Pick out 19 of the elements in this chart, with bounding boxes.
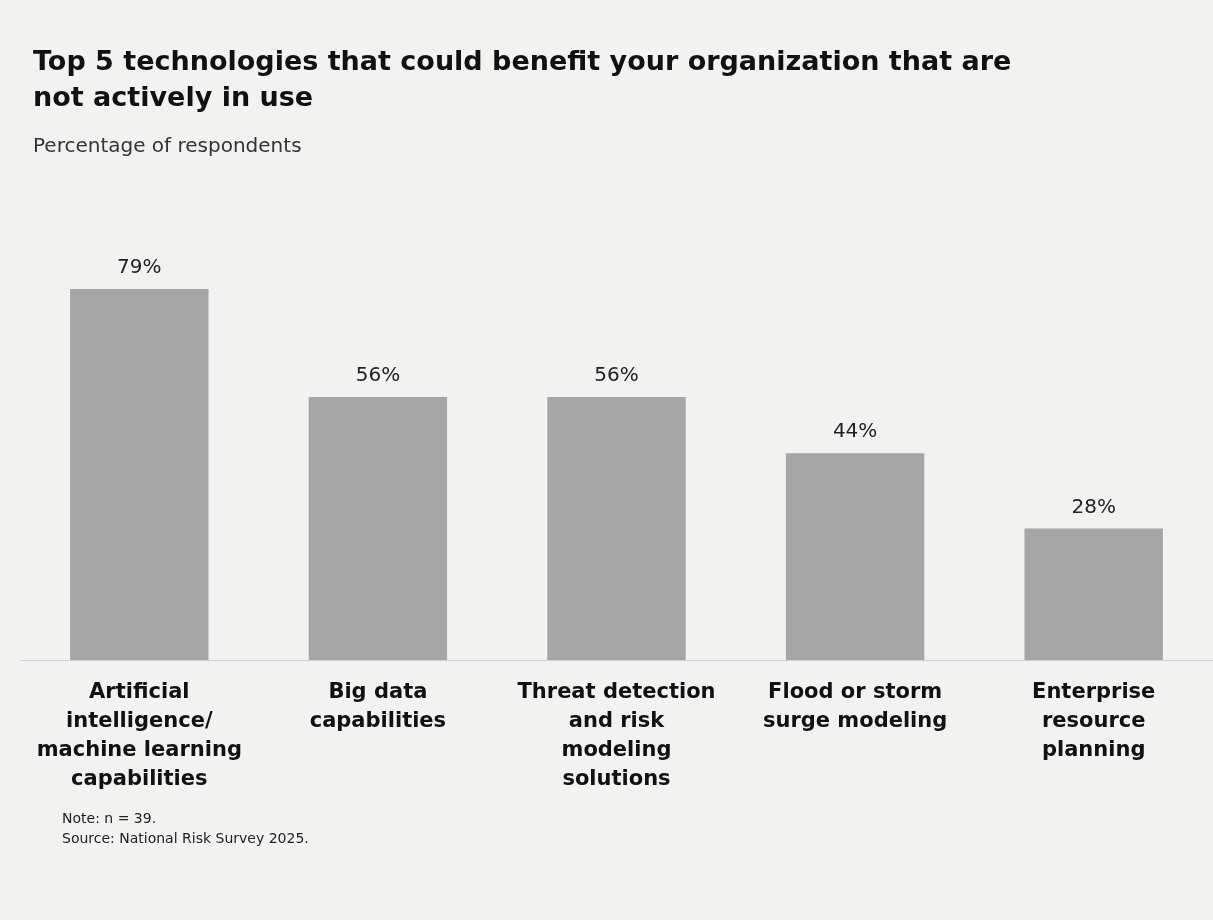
data-label: 44%: [832, 418, 878, 443]
bar: [547, 397, 686, 660]
bar: [70, 289, 209, 660]
bar: [308, 397, 448, 660]
data-label: 56%: [594, 362, 639, 387]
bar: [1024, 528, 1163, 660]
text: Note: n = 39.: [62, 809, 158, 828]
data-label: 28%: [1071, 493, 1116, 518]
bar: [785, 453, 925, 660]
x-tick-label: Flood or storm surge modeling: [762, 678, 948, 732]
x-tick-label: Big data capabilities: [309, 678, 447, 732]
x-tick-label: Artificial intelligence/ machine learning capabilities: [36, 678, 242, 790]
source-note: Source: National Risk Survey 2025.: [62, 829, 310, 848]
x-tick-label: Threat detection and risk modeling solutions: [517, 678, 716, 790]
data-label: 79%: [117, 254, 162, 278]
chart-title: Top 5 technologies that could benefit your organization that are not actively in use: [33, 45, 1012, 112]
chart-subtitle: Percentage of respondents: [33, 133, 302, 157]
x-tick-label: Enterprise resource planning: [1032, 678, 1156, 761]
data-label: 56%: [355, 362, 401, 387]
